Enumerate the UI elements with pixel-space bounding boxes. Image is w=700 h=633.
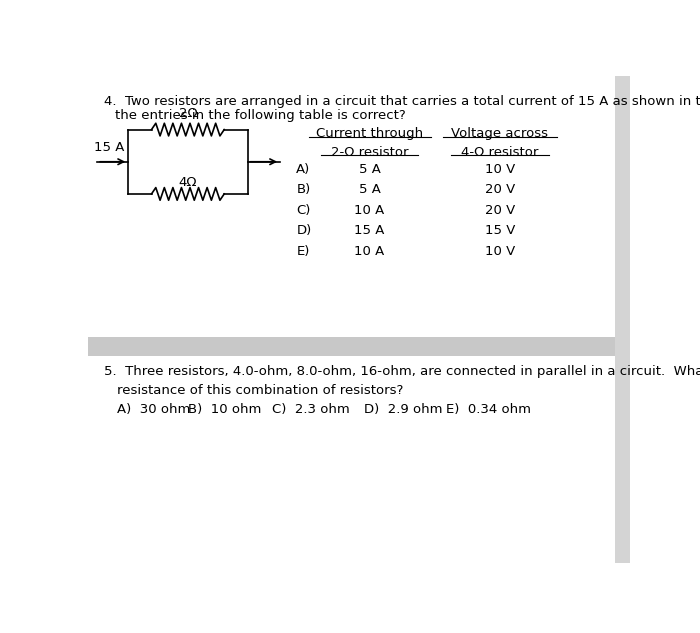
Text: 10 V: 10 V bbox=[484, 163, 515, 176]
Bar bbox=[88, 337, 615, 356]
Text: 5 A: 5 A bbox=[358, 183, 381, 196]
Text: the entries in the following table is correct?: the entries in the following table is co… bbox=[115, 109, 405, 122]
Text: 5.  Three resistors, 4.0-ohm, 8.0-ohm, 16-ohm, are connected in parallel in a ci: 5. Three resistors, 4.0-ohm, 8.0-ohm, 16… bbox=[104, 365, 700, 378]
Text: 4.  Two resistors are arranged in a circuit that carries a total current of 15 A: 4. Two resistors are arranged in a circu… bbox=[104, 96, 700, 108]
Text: E)  0.34 ohm: E) 0.34 ohm bbox=[446, 403, 531, 416]
Text: 15 A: 15 A bbox=[354, 224, 385, 237]
Text: B)  10 ohm: B) 10 ohm bbox=[188, 403, 261, 416]
Text: E): E) bbox=[296, 244, 309, 258]
Text: D)  2.9 ohm: D) 2.9 ohm bbox=[364, 403, 442, 416]
Text: C)  2.3 ohm: C) 2.3 ohm bbox=[272, 403, 350, 416]
Text: A)  30 ohm: A) 30 ohm bbox=[118, 403, 190, 416]
Bar bbox=[615, 76, 630, 563]
Text: B): B) bbox=[296, 183, 311, 196]
Text: 10 V: 10 V bbox=[484, 244, 515, 258]
Text: C): C) bbox=[296, 204, 311, 216]
Text: 2Ω: 2Ω bbox=[178, 107, 197, 120]
Text: 20 V: 20 V bbox=[484, 183, 515, 196]
Text: Current through: Current through bbox=[316, 127, 424, 140]
Text: Voltage across: Voltage across bbox=[452, 127, 548, 140]
Text: D): D) bbox=[296, 224, 312, 237]
Text: 2-Ω resistor: 2-Ω resistor bbox=[331, 146, 408, 159]
Text: 15 A: 15 A bbox=[94, 141, 125, 154]
Text: 20 V: 20 V bbox=[484, 204, 515, 216]
Text: 15 V: 15 V bbox=[484, 224, 515, 237]
Text: A): A) bbox=[296, 163, 311, 176]
Text: 10 A: 10 A bbox=[354, 204, 385, 216]
Text: 4Ω: 4Ω bbox=[178, 176, 197, 189]
Text: 10 A: 10 A bbox=[354, 244, 385, 258]
Text: 5 A: 5 A bbox=[358, 163, 381, 176]
Text: resistance of this combination of resistors?: resistance of this combination of resist… bbox=[118, 384, 404, 398]
Text: 4-Ω resistor: 4-Ω resistor bbox=[461, 146, 538, 159]
